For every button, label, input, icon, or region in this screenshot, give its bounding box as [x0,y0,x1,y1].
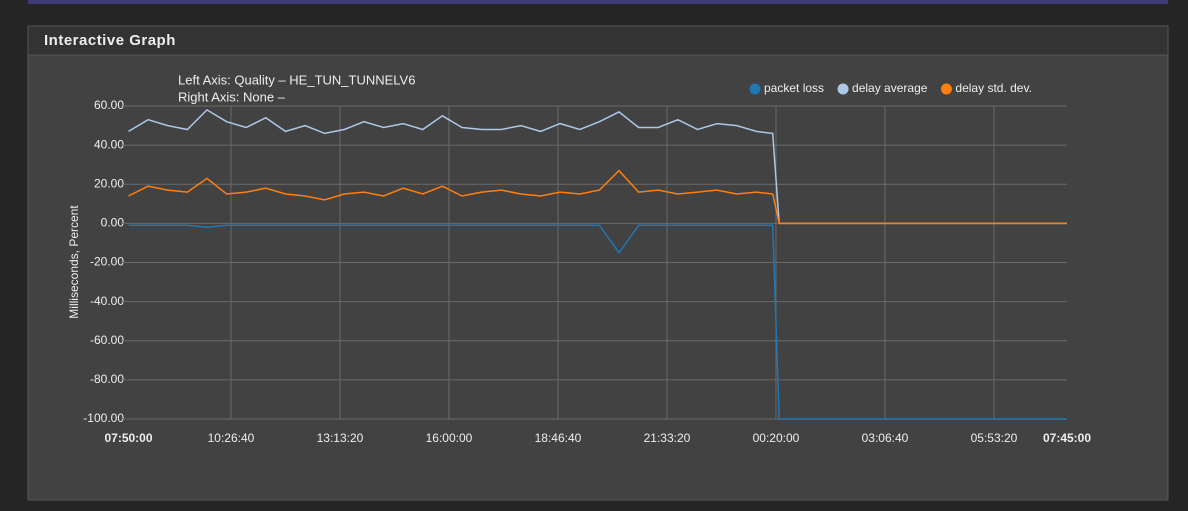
legend-label: delay std. dev. [955,81,1032,95]
x-tick-label: 00:20:00 [753,431,800,445]
y-tick-label: -20.00 [90,255,124,269]
y-tick-label: -40.00 [90,294,124,308]
x-tick-label: 07:45:00 [1043,431,1091,445]
y-tick-label: 60.00 [94,98,124,112]
x-tick-label: 18:46:40 [535,431,582,445]
legend-label: delay average [852,81,928,95]
top-bar [28,0,1168,4]
legend-label: packet loss [764,81,824,95]
x-tick-label: 03:06:40 [862,431,909,445]
annotation: Left Axis: Quality – HE_TUN_TUNNELV6 [178,72,415,87]
x-tick-label: 13:13:20 [317,431,364,445]
x-tick-label: 10:26:40 [208,431,255,445]
x-tick-label: 07:50:00 [104,431,152,445]
annotation: Right Axis: None – [178,89,286,104]
y-axis-label: Milliseconds, Percent [67,205,81,319]
y-tick-label: -100.00 [83,411,124,425]
panel-header [27,25,1169,56]
legend-swatch [749,83,761,95]
x-tick-label: 05:53:20 [971,431,1018,445]
x-tick-label: 21:33:20 [644,431,691,445]
y-tick-label: 40.00 [94,137,124,151]
legend-swatch [837,83,849,95]
series-line [128,108,1067,225]
series-line [128,169,1067,225]
legend-swatch [940,83,952,95]
y-tick-label: -80.00 [90,372,124,386]
series-line [128,224,1067,420]
y-tick-label: -60.00 [90,333,124,347]
x-tick-label: 16:00:00 [426,431,473,445]
panel-title: Interactive Graph [44,32,176,49]
y-tick-label: 20.00 [94,176,124,190]
y-tick-label: 0.00 [101,216,125,230]
